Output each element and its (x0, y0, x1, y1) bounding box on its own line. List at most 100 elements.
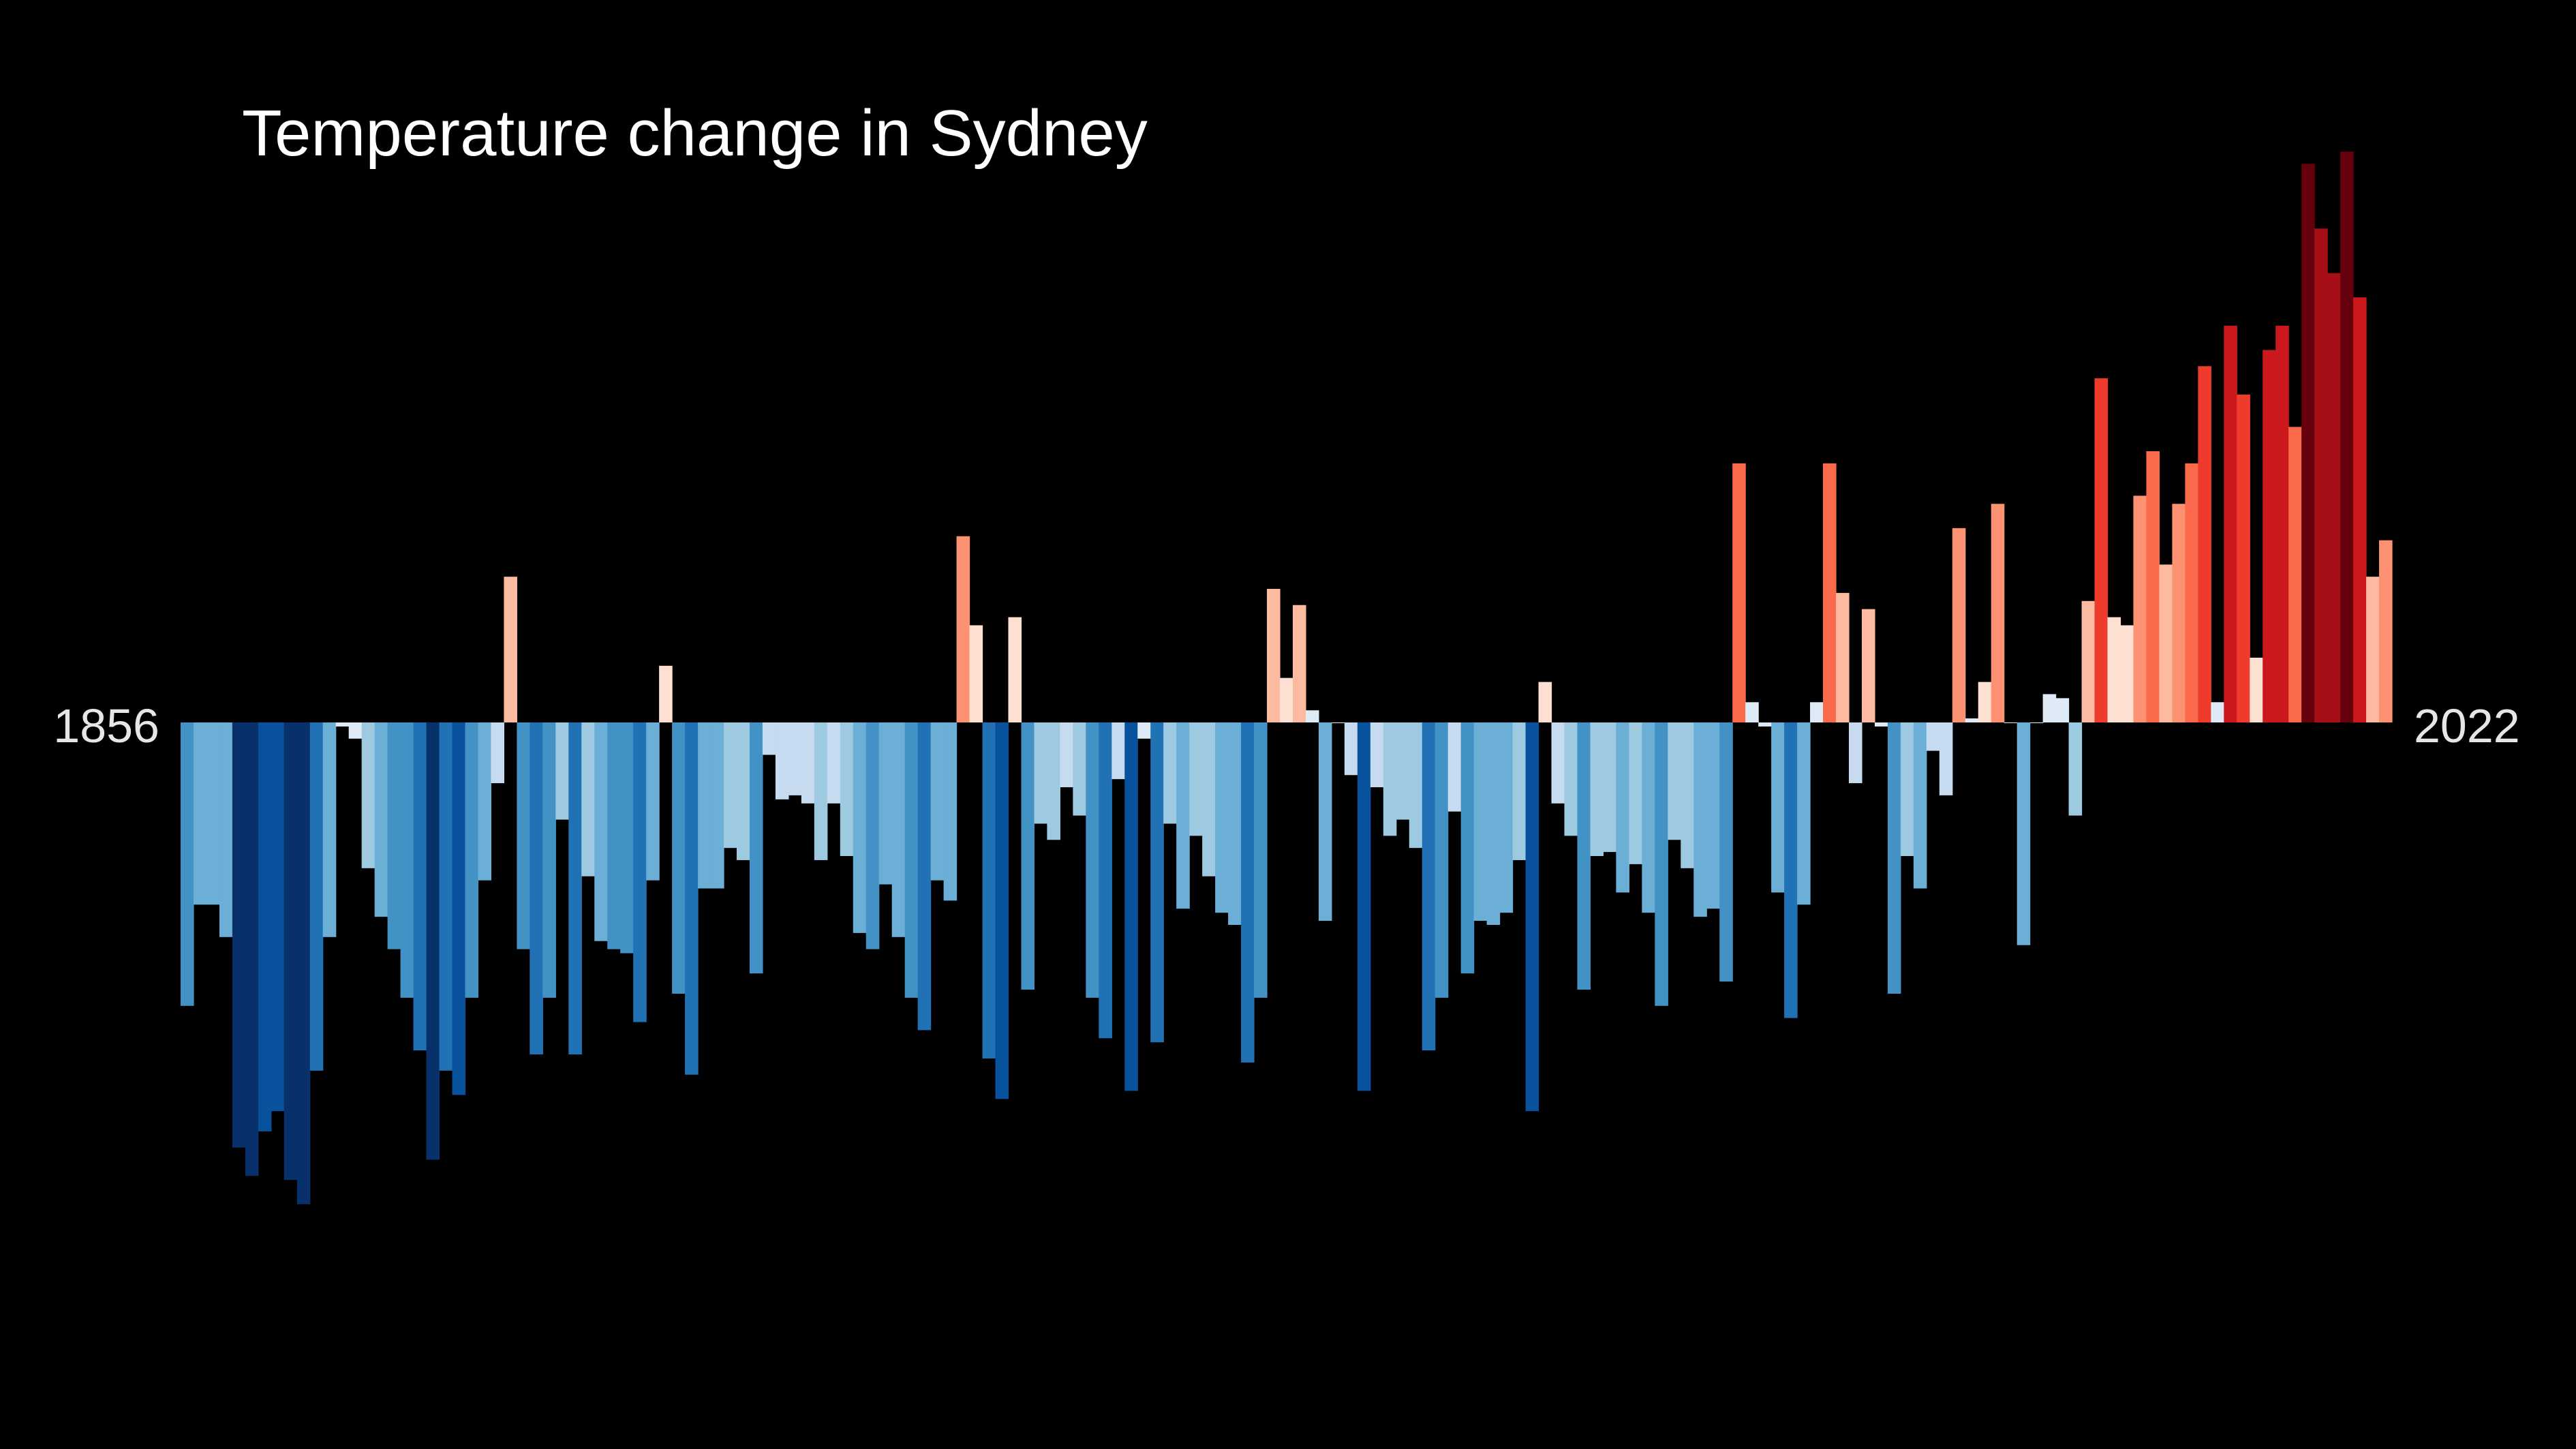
bar-1934 (1189, 722, 1203, 836)
bar-1954 (1447, 722, 1462, 812)
bar-1907 (840, 722, 854, 857)
bar-1988 (1887, 722, 1901, 994)
bar-1872 (387, 722, 401, 949)
bar-1983 (1823, 463, 1837, 722)
bar-1990 (1913, 722, 1927, 889)
bar-1992 (1939, 722, 1953, 795)
end-year-label: 2022 (2414, 699, 2520, 752)
bar-2019 (2288, 427, 2302, 722)
bar-1957 (1486, 722, 1501, 925)
bar-1982 (1810, 702, 1824, 722)
bar-1971 (1668, 722, 1681, 840)
bar-1904 (801, 722, 815, 804)
bar-1865 (296, 722, 311, 1204)
bar-1875 (426, 722, 440, 1160)
bar-1951 (1409, 722, 1423, 849)
bar-1952 (1422, 722, 1436, 1051)
bar-1898 (724, 722, 737, 849)
bar-1908 (853, 722, 867, 933)
bar-1888 (594, 722, 608, 941)
bar-1926 (1086, 722, 1099, 998)
bar-1860 (232, 722, 246, 1148)
bar-1922 (1034, 722, 1048, 824)
bar-1887 (581, 722, 595, 876)
bar-1989 (1900, 722, 1914, 857)
bar-1876 (439, 722, 453, 1071)
bar-1896 (698, 722, 711, 889)
bar-2009 (2159, 564, 2173, 722)
bar-1900 (749, 722, 763, 974)
bar-1889 (607, 722, 621, 949)
bar-1871 (374, 722, 388, 917)
bar-1924 (1060, 722, 1073, 788)
bar-1912 (904, 722, 919, 998)
bar-1891 (633, 722, 647, 1022)
bar-2024 (2353, 297, 2367, 722)
bar-1963 (1564, 722, 1578, 836)
bar-1942 (1292, 605, 1306, 722)
bar-1927 (1099, 722, 1112, 1039)
bar-1863 (271, 722, 285, 1112)
bar-1964 (1577, 722, 1591, 990)
bar-1985 (1848, 722, 1862, 784)
bar-2011 (2185, 463, 2198, 722)
bar-1906 (827, 722, 841, 804)
bar-2008 (2146, 451, 2160, 722)
bar-1943 (1305, 710, 1319, 722)
bar-1883 (530, 722, 543, 1055)
bar-1950 (1396, 722, 1410, 820)
bar-1974 (1706, 722, 1720, 909)
bar-1970 (1655, 722, 1668, 1006)
bar-1920 (1008, 617, 1022, 722)
bar-1997 (2004, 722, 2018, 723)
bar-1962 (1551, 722, 1565, 804)
bars-group (181, 151, 2393, 1204)
bar-1936 (1215, 722, 1229, 913)
bar-1973 (1693, 722, 1707, 917)
bar-1977 (1745, 702, 1759, 722)
bar-1980 (1784, 722, 1798, 1018)
bar-1955 (1460, 722, 1475, 974)
bar-1986 (1861, 609, 1875, 722)
bar-1996 (1991, 504, 2005, 722)
bar-1979 (1771, 722, 1785, 893)
bar-1870 (361, 722, 375, 868)
bar-1899 (736, 722, 750, 860)
bar-1911 (891, 722, 906, 937)
bar-1886 (568, 722, 582, 1055)
bar-1915 (943, 722, 957, 901)
bar-2023 (2340, 151, 2354, 722)
bar-2001 (2055, 698, 2070, 722)
bar-2025 (2366, 577, 2380, 722)
bar-2018 (2275, 325, 2289, 722)
bar-1890 (620, 722, 634, 954)
bar-1991 (1926, 722, 1940, 751)
bar-1993 (1952, 528, 1966, 722)
bar-2004 (2094, 378, 2109, 722)
bar-1869 (348, 722, 363, 739)
bar-1909 (865, 722, 880, 949)
bar-1956 (1473, 722, 1488, 921)
bar-1895 (685, 722, 699, 1075)
bar-1948 (1370, 722, 1384, 788)
bar-2000 (2042, 694, 2057, 722)
bar-2015 (2237, 394, 2250, 722)
bar-1929 (1124, 722, 1138, 1091)
bar-1861 (245, 722, 259, 1176)
bar-1859 (219, 722, 233, 937)
bar-1857 (193, 722, 207, 905)
bar-1994 (1965, 718, 1979, 722)
bar-1978 (1758, 722, 1772, 727)
start-year-label: 1856 (53, 699, 159, 752)
bar-1960 (1525, 722, 1539, 1112)
bar-2007 (2133, 495, 2147, 722)
bar-2020 (2301, 164, 2315, 722)
bar-1905 (814, 722, 828, 860)
bar-1858 (206, 722, 220, 905)
chart-title: Temperature change in Sydney (242, 97, 1148, 170)
bar-1874 (413, 722, 427, 1051)
bar-1944 (1318, 722, 1332, 921)
bar-1969 (1642, 722, 1655, 913)
